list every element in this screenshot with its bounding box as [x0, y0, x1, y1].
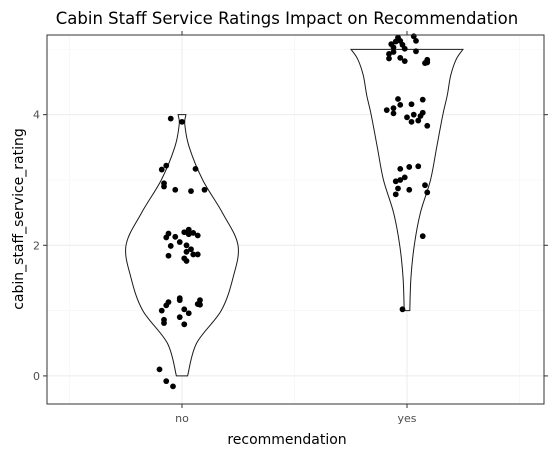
point-no-20: [165, 230, 172, 237]
point-no-18: [167, 243, 174, 249]
point-yes-2: [392, 191, 399, 198]
point-yes-12: [415, 163, 422, 170]
point-yes-40: [413, 37, 419, 44]
point-yes-44: [422, 60, 428, 66]
point-yes-21: [408, 118, 415, 125]
y-tick-label-2: 4: [33, 109, 40, 122]
point-yes-18: [404, 114, 410, 121]
point-yes-38: [401, 58, 408, 65]
x-tick-label-no: no: [175, 412, 189, 425]
point-no-24: [185, 226, 192, 233]
point-no-33: [190, 251, 197, 258]
point-no-13: [181, 306, 188, 313]
point-yes-11: [406, 164, 413, 170]
point-yes-15: [390, 110, 397, 117]
point-yes-14: [390, 105, 397, 112]
point-no-32: [183, 258, 190, 264]
violin-no: [125, 114, 239, 377]
point-no-14: [185, 310, 192, 317]
point-yes-10: [397, 165, 404, 172]
point-yes-25: [419, 96, 426, 103]
point-no-29: [188, 246, 194, 253]
point-yes-4: [392, 178, 399, 185]
point-no-9: [176, 295, 183, 302]
point-no-5: [158, 307, 165, 314]
point-no-34: [194, 251, 201, 258]
point-yes-28: [386, 51, 392, 57]
point-no-39: [201, 186, 208, 193]
point-no-15: [176, 314, 183, 321]
y-axis-label: cabin_staff_service_rating: [11, 128, 27, 310]
point-yes-37: [397, 54, 404, 61]
point-no-22: [176, 239, 183, 245]
point-no-7: [165, 299, 172, 306]
point-no-40: [158, 166, 165, 173]
point-no-44: [179, 118, 185, 125]
point-yes-3: [395, 185, 401, 192]
point-yes-16: [395, 96, 401, 102]
point-yes-26: [424, 122, 431, 129]
y-tick-label-0: 0: [33, 370, 40, 383]
point-no-17: [165, 252, 172, 259]
point-no-26: [190, 229, 197, 236]
point-yes-13: [383, 107, 390, 114]
point-no-1: [163, 378, 170, 385]
point-yes-8: [424, 189, 431, 196]
point-no-23: [181, 229, 188, 236]
point-yes-31: [390, 49, 397, 55]
point-no-4: [161, 316, 167, 323]
point-no-27: [194, 232, 201, 239]
point-yes-24: [419, 109, 426, 116]
point-yes-9: [422, 182, 428, 189]
point-no-2: [170, 383, 176, 390]
point-no-25: [185, 231, 192, 238]
point-yes-41: [413, 48, 419, 55]
point-yes-20: [410, 111, 417, 118]
point-yes-5: [397, 177, 404, 183]
point-yes-36: [401, 45, 408, 52]
point-yes-0: [399, 306, 406, 313]
point-no-42: [192, 165, 199, 172]
jitter-points: [156, 33, 431, 390]
point-no-43: [167, 115, 174, 122]
point-no-11: [197, 297, 203, 304]
point-no-16: [181, 321, 188, 328]
point-no-12: [197, 301, 203, 308]
point-yes-27: [386, 55, 392, 62]
violins: [125, 48, 464, 377]
point-no-28: [183, 242, 190, 249]
point-yes-19: [408, 101, 415, 108]
x-tick-label-yes: yes: [397, 412, 416, 425]
point-yes-17: [397, 101, 404, 108]
point-yes-7: [406, 186, 413, 193]
point-no-38: [188, 188, 194, 194]
grid-lines: [47, 35, 544, 404]
chart-title: Cabin Staff Service Ratings Impact on Re…: [56, 9, 518, 28]
point-no-30: [183, 248, 190, 255]
point-no-36: [161, 180, 167, 187]
x-axis: no yes: [175, 31, 417, 425]
x-axis-label: recommendation: [227, 432, 346, 448]
plot-panel-border: [46, 34, 545, 405]
point-yes-30: [388, 41, 395, 48]
point-no-41: [163, 162, 170, 169]
point-yes-6: [401, 174, 408, 181]
point-yes-22: [415, 117, 422, 124]
violin-yes: [350, 48, 464, 312]
point-no-21: [172, 233, 179, 240]
point-no-0: [156, 366, 163, 373]
point-no-37: [172, 186, 179, 193]
point-yes-1: [419, 233, 426, 240]
y-tick-label-1: 2: [33, 239, 40, 252]
y-axis: 0 2 4: [33, 109, 548, 383]
